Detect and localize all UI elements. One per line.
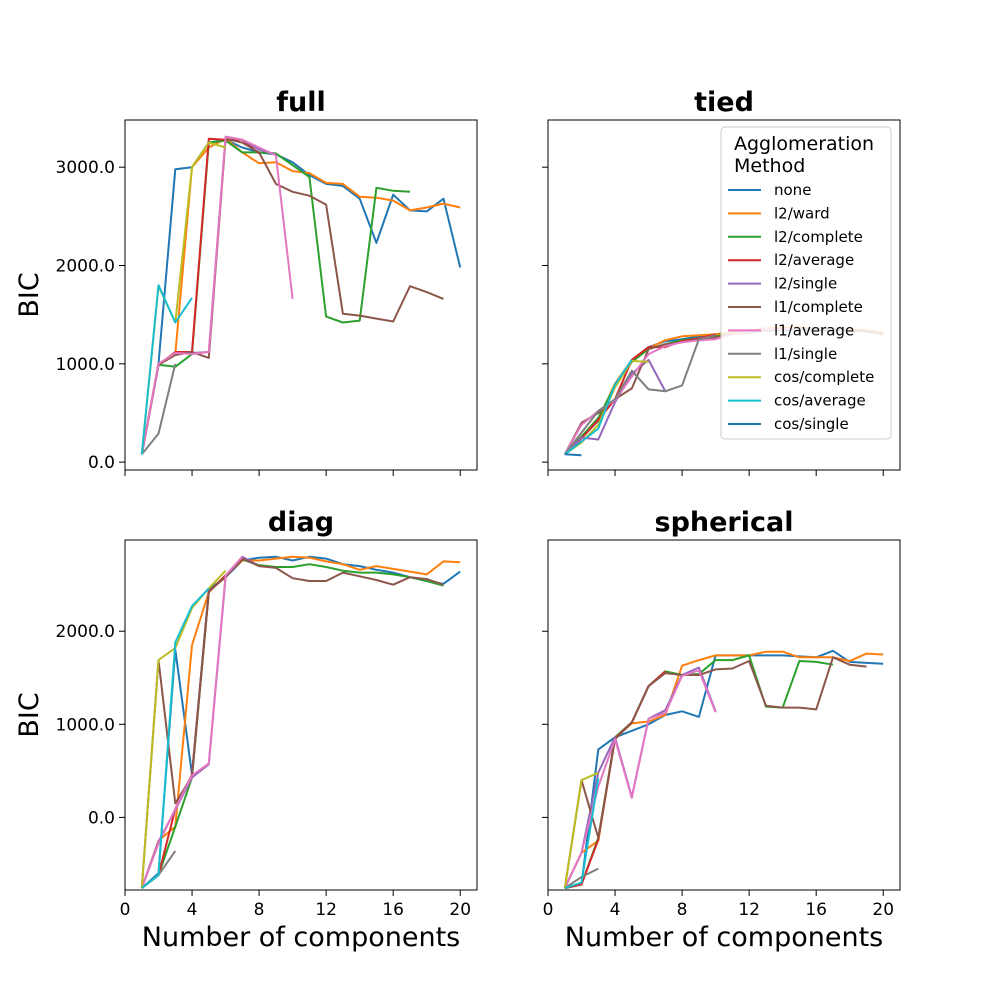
- x-tick-label: 0: [120, 900, 131, 920]
- x-axis-label: Number of components: [142, 922, 460, 953]
- x-tick-label: 4: [610, 900, 621, 920]
- x-tick-label: 16: [805, 900, 827, 920]
- series-line-l1-average: [563, 669, 717, 889]
- axes-frame: [124, 119, 478, 471]
- series-line-l1-complete: [563, 656, 867, 889]
- series-line-cos-complete: [563, 771, 599, 889]
- y-tick-label: 2000.0: [56, 622, 115, 642]
- legend-entry-l1-complete: l1/complete: [774, 298, 863, 316]
- legend-entry-l2-complete: l2/complete: [774, 228, 863, 246]
- series-line-l2-single: [140, 555, 260, 889]
- panel-title: spherical: [655, 507, 794, 538]
- series-line-cos-average: [140, 284, 193, 455]
- x-tick-label: 0: [543, 900, 554, 920]
- legend-entry-cos-complete: cos/complete: [774, 368, 874, 386]
- x-tick-label: 20: [449, 900, 471, 920]
- series-line-l1-single: [564, 334, 716, 455]
- series-line-l2-complete: [564, 654, 834, 890]
- axes-frame: [547, 539, 901, 891]
- series-line-cos-single: [564, 453, 582, 457]
- panel-title: full: [276, 87, 325, 118]
- legend-entry-cos-single: cos/single: [774, 415, 849, 433]
- x-tick-label: 8: [677, 900, 688, 920]
- legend-entry-cos-average: cos/average: [774, 392, 866, 410]
- legend-box: [720, 126, 892, 440]
- legend-title: Method: [734, 155, 805, 177]
- series-group: [140, 555, 461, 889]
- series-line-none: [141, 555, 461, 889]
- panel-title: tied: [694, 87, 754, 118]
- legend-entry-l1-average: l1/average: [774, 321, 854, 339]
- series-line-l1-single: [141, 363, 177, 455]
- x-tick-label: 12: [738, 900, 760, 920]
- y-tick-label: 0.0: [88, 808, 115, 828]
- series-line-cos-average: [141, 587, 210, 889]
- legend-entry-l2-single: l2/single: [774, 275, 837, 293]
- legend-entry-l2-ward: l2/ward: [774, 204, 830, 222]
- series-line-l2-average: [140, 137, 260, 455]
- series-line-l2-complete: [141, 558, 444, 889]
- panel-full: full 0.0 1000.0 2000.0 3000.0 BIC: [14, 87, 478, 476]
- series-group: [563, 649, 884, 890]
- legend-entry-l1-single: l1/single: [774, 345, 837, 363]
- y-axis-label: BIC: [14, 692, 45, 737]
- x-tick-label: 20: [872, 900, 894, 920]
- axes-frame: [547, 119, 901, 471]
- series-line-l1-complete: [140, 557, 444, 889]
- series-line-l2-ward: [140, 555, 461, 889]
- series-line-cos-average: [564, 359, 633, 456]
- legend-entry-none: none: [774, 181, 811, 199]
- y-axis-label: BIC: [14, 272, 45, 317]
- x-tick-label: 16: [382, 900, 404, 920]
- x-tick-label: 4: [187, 900, 198, 920]
- series-line-l1-complete: [140, 137, 444, 455]
- series-line-none: [564, 649, 884, 890]
- legend-title: Agglomeration: [734, 133, 874, 155]
- series-line-cos-average: [564, 778, 600, 890]
- panel-diag: diag 0 4 8 12 16 20 0.0 1000.0 2000.0 BIC Number of…: [14, 507, 478, 953]
- y-tick-label: 3000.0: [56, 158, 115, 178]
- x-axis-label: Number of components: [565, 922, 883, 953]
- panel-title: diag: [268, 507, 334, 538]
- legend-entry-l2-average: l2/average: [774, 251, 854, 269]
- x-tick-label: 8: [254, 900, 265, 920]
- x-tick-label: 12: [315, 900, 337, 920]
- series-line-l1-average: [140, 556, 244, 889]
- y-tick-label: 1000.0: [56, 355, 115, 375]
- series-line-l2-complete: [140, 139, 411, 455]
- series-line-l1-average: [140, 135, 294, 455]
- series-line-l2-ward: [563, 650, 884, 889]
- series-line-cos-complete: [140, 570, 227, 889]
- y-tick-label: 1000.0: [56, 715, 115, 735]
- series-group: [140, 135, 462, 455]
- series-line-l2-single: [564, 358, 667, 456]
- y-tick-label: 2000.0: [56, 257, 115, 277]
- axes-frame: [124, 539, 478, 891]
- y-tick-label: 0.0: [88, 453, 115, 473]
